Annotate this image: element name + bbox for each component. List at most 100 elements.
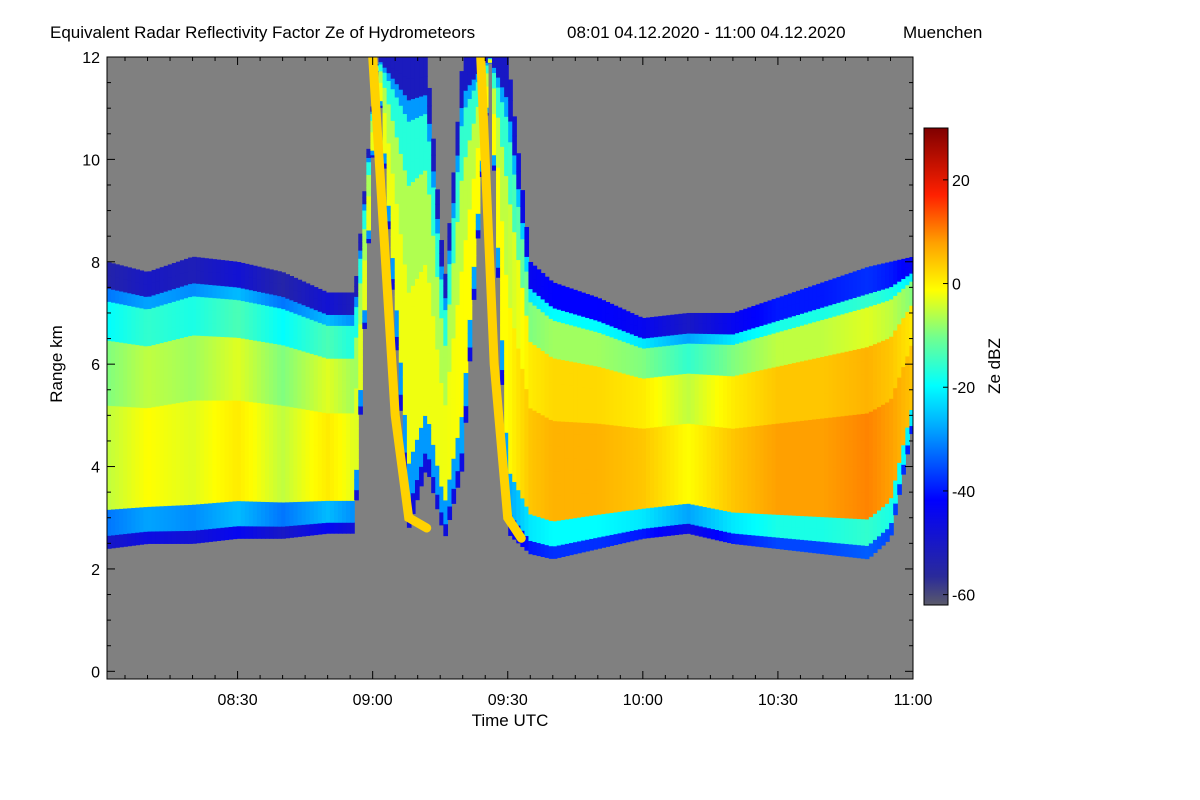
echo-cell — [362, 253, 367, 261]
echo-cell — [629, 478, 635, 490]
echo-cell — [860, 466, 866, 480]
echo-cell — [431, 428, 436, 445]
echo-cell — [261, 329, 266, 342]
echo-cell — [451, 352, 457, 369]
echo-cell — [706, 476, 712, 488]
echo-cell — [293, 466, 299, 479]
echo-cell — [394, 336, 400, 351]
echo-cell — [820, 467, 825, 481]
echo-cell — [496, 127, 501, 138]
echo-cell — [159, 430, 165, 444]
echo-cell — [540, 453, 546, 467]
echo-cell — [163, 467, 169, 481]
echo-cell — [901, 454, 906, 465]
echo-cell — [544, 340, 550, 354]
echo-cell — [496, 217, 501, 228]
echo-cell — [394, 150, 400, 165]
echo-cell — [354, 347, 359, 358]
echo-cell — [119, 469, 124, 484]
echo-cell — [552, 408, 558, 422]
echo-cell — [597, 400, 602, 413]
echo-cell — [528, 261, 534, 276]
echo-cell — [362, 222, 367, 230]
echo-cell — [658, 436, 663, 447]
echo-cell — [427, 317, 432, 336]
echo-cell — [419, 154, 424, 175]
echo-cell — [281, 513, 286, 527]
echo-cell — [787, 526, 793, 539]
echo-cell — [293, 301, 299, 314]
echo-cell — [139, 506, 145, 520]
echo-cell — [414, 97, 420, 118]
echo-cell — [816, 418, 821, 432]
echo-cell — [398, 89, 404, 106]
echo-cell — [512, 174, 517, 194]
echo-cell — [317, 333, 323, 346]
echo-cell — [139, 469, 145, 483]
echo-cell — [893, 306, 898, 319]
echo-cell — [564, 482, 570, 496]
echo-cell — [362, 216, 367, 223]
echo-cell — [641, 478, 647, 489]
echo-cell — [200, 309, 205, 324]
echo-cell — [139, 444, 145, 458]
echo-cell — [240, 513, 246, 527]
echo-cell — [625, 468, 631, 480]
echo-cell — [658, 476, 663, 487]
echo-cell — [694, 494, 700, 506]
echo-cell — [597, 514, 602, 526]
echo-cell — [107, 496, 112, 510]
echo-cell — [844, 299, 850, 314]
echo-cell — [167, 391, 173, 405]
echo-cell — [881, 276, 886, 290]
echo-cell — [577, 505, 582, 518]
echo-cell — [714, 395, 720, 407]
echo-cell — [589, 422, 594, 435]
echo-cell — [200, 438, 205, 453]
echo-cell — [451, 322, 457, 339]
echo-cell — [269, 416, 274, 429]
echo-cell — [795, 420, 801, 434]
echo-cell — [698, 465, 704, 476]
echo-cell — [560, 544, 566, 557]
echo-cell — [735, 459, 740, 471]
echo-cell — [297, 442, 303, 456]
echo-cell — [398, 233, 404, 251]
echo-cell — [613, 435, 619, 448]
echo-cell — [520, 416, 526, 434]
echo-cell — [459, 107, 465, 127]
echo-cell — [386, 173, 392, 183]
echo-cell — [650, 317, 655, 328]
echo-cell — [856, 426, 862, 441]
echo-cell — [654, 326, 659, 338]
echo-cell — [706, 517, 712, 529]
echo-cell — [605, 390, 611, 403]
echo-cell — [568, 300, 574, 314]
echo-cell — [289, 442, 295, 455]
echo-cell — [504, 57, 509, 78]
echo-cell — [775, 309, 781, 322]
echo-cell — [852, 323, 858, 337]
echo-cell — [435, 479, 440, 495]
echo-cell — [155, 306, 161, 320]
echo-cell — [382, 152, 388, 159]
echo-cell — [536, 464, 542, 479]
echo-cell — [633, 488, 639, 500]
echo-cell — [674, 504, 679, 515]
echo-cell — [435, 363, 440, 379]
echo-cell — [273, 331, 278, 344]
echo-cell — [463, 57, 469, 75]
echo-cell — [447, 317, 453, 332]
echo-cell — [718, 333, 724, 345]
echo-cell — [147, 530, 153, 544]
echo-cell — [832, 479, 838, 493]
echo-cell — [816, 491, 821, 505]
echo-cell — [808, 346, 813, 360]
echo-cell — [261, 390, 266, 404]
echo-cell — [443, 273, 449, 287]
echo-cell — [856, 270, 862, 284]
echo-cell — [787, 340, 793, 353]
echo-cell — [662, 515, 667, 527]
echo-cell — [200, 503, 205, 517]
echo-cell — [151, 307, 157, 321]
